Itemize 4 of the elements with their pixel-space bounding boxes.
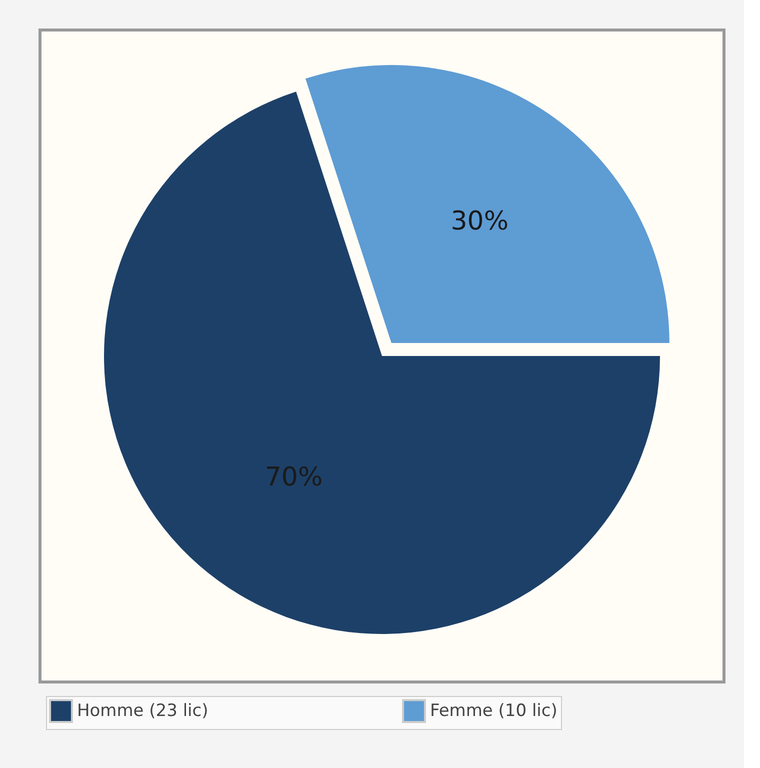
data-label: 70% (264, 462, 323, 492)
legend-label: Homme (23 lic) (77, 701, 208, 722)
legend-label: Femme (10 lic) (430, 701, 558, 722)
data-label: 30% (450, 206, 509, 237)
